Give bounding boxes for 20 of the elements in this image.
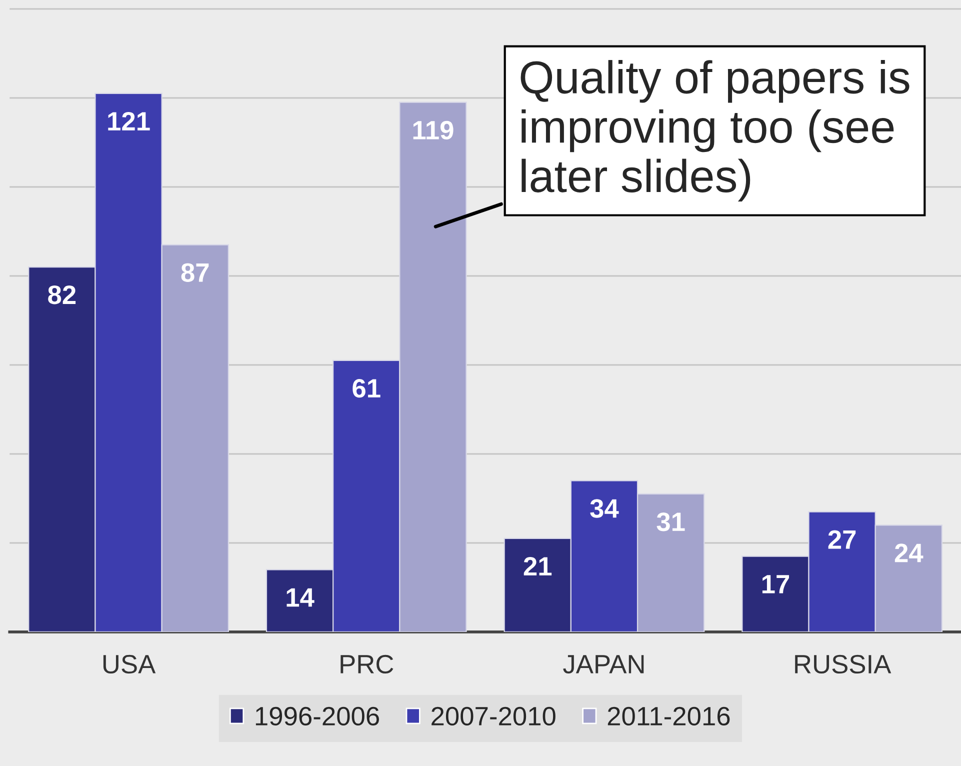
x-tick-label: JAPAN bbox=[563, 655, 644, 674]
legend-label: 2011-2016 bbox=[608, 706, 730, 726]
data-label: 24 bbox=[894, 544, 924, 562]
data-label: 31 bbox=[656, 512, 685, 532]
data-label: 27 bbox=[828, 530, 856, 549]
x-tick-label: PRC bbox=[340, 654, 394, 674]
legend-label: 1996-2006 bbox=[256, 706, 379, 726]
data-label: 21 bbox=[524, 556, 552, 576]
data-label: 14 bbox=[286, 588, 314, 607]
x-tick-label: RUSSIA bbox=[795, 654, 892, 674]
data-label: 61 bbox=[352, 378, 380, 398]
data-label: 121 bbox=[108, 112, 150, 130]
annotation: Quality of papers is improving too (see later slides) bbox=[520, 60, 910, 202]
data-label: 17 bbox=[762, 575, 789, 594]
x-tick-label: USA bbox=[103, 654, 156, 674]
data-label: 119 bbox=[413, 120, 454, 140]
data-label: 82 bbox=[48, 286, 76, 304]
data-label: 87 bbox=[181, 263, 209, 282]
data-label: 34 bbox=[590, 499, 619, 518]
legend-label: 2007-2010 bbox=[432, 706, 556, 726]
